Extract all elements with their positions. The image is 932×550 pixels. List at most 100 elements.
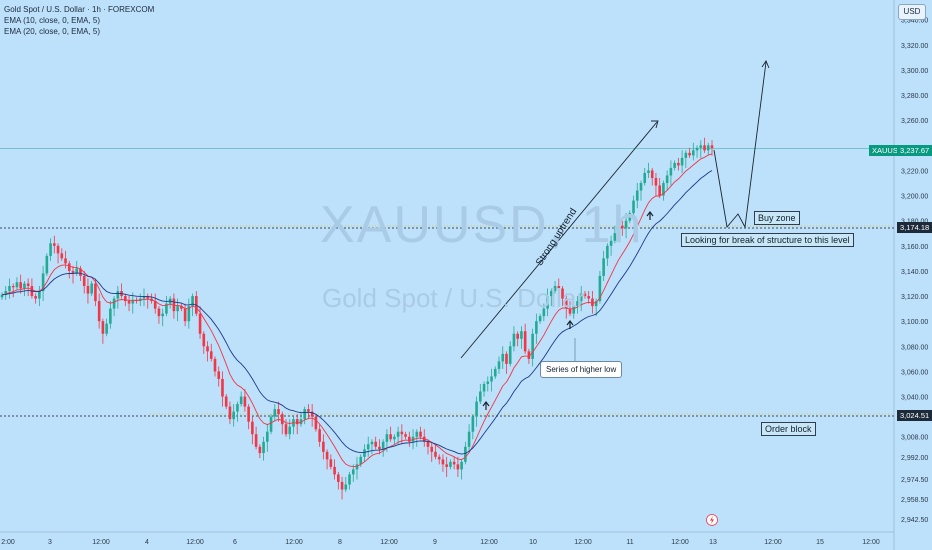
candle: [617, 223, 620, 239]
candle: [613, 225, 617, 244]
candle-body: [490, 376, 493, 382]
candle-body: [26, 283, 30, 287]
candle: [606, 243, 609, 266]
candle-body: [576, 301, 579, 307]
candle-body: [404, 434, 407, 437]
price-tick-label: 2,958.50: [901, 497, 928, 504]
candle-body: [621, 225, 624, 229]
candle-body: [535, 321, 538, 334]
candle-body: [112, 298, 116, 309]
candle: [60, 248, 64, 261]
candle: [333, 459, 336, 480]
candle: [340, 476, 344, 500]
candle-body: [71, 270, 75, 274]
candle: [202, 331, 206, 354]
candle-body: [183, 308, 187, 322]
candle-body: [370, 441, 374, 445]
ema-20-legend[interactable]: EMA (20, close, 0, EMA, 5): [4, 27, 101, 36]
candle: [239, 391, 243, 407]
candle: [109, 301, 112, 329]
candle-body: [557, 286, 561, 289]
currency-button[interactable]: USD: [898, 4, 926, 20]
candle: [314, 414, 318, 432]
lightning-icon[interactable]: [706, 514, 718, 526]
candle-body: [355, 464, 359, 470]
candle: [337, 471, 340, 490]
candle-body: [232, 411, 235, 420]
time-tick-label: 12:00: [380, 539, 398, 546]
candle-body: [703, 145, 706, 151]
candle: [224, 394, 228, 410]
candle: [101, 318, 105, 344]
candle-body: [236, 404, 239, 412]
candle: [228, 401, 232, 425]
candle: [482, 381, 486, 397]
candle: [153, 293, 157, 314]
candle: [572, 303, 576, 319]
price-tick-label: 3,320.00: [901, 43, 928, 50]
candle-body: [471, 416, 475, 432]
symbol-title[interactable]: Gold Spot / U.S. Dollar · 1h · FOREXCOM: [4, 5, 155, 14]
candle-body: [363, 449, 366, 457]
candle-body: [262, 441, 265, 454]
candle-body: [217, 371, 221, 379]
candle-body: [258, 446, 262, 454]
candle: [516, 331, 519, 347]
candle-body: [486, 381, 490, 384]
candle-body: [11, 286, 15, 288]
candle-body: [673, 162, 676, 168]
candle: [187, 298, 191, 329]
candle: [389, 426, 392, 442]
candle-body: [639, 183, 643, 191]
candle: [355, 456, 359, 480]
candle-body: [127, 301, 131, 304]
price-tick-label: 3,340.00: [901, 18, 928, 25]
candle-body: [221, 378, 224, 397]
candle-body: [161, 313, 164, 317]
candle: [318, 424, 321, 447]
candle: [695, 145, 699, 158]
candle-body: [624, 220, 628, 229]
candle-body: [344, 484, 348, 490]
candle-body: [449, 461, 452, 467]
candle-body: [606, 245, 609, 259]
candle: [105, 318, 108, 337]
candle-body: [198, 313, 202, 334]
candle-body: [314, 416, 318, 430]
candle: [561, 286, 564, 307]
candle: [594, 298, 598, 317]
ema-10-legend[interactable]: EMA (10, close, 0, EMA, 5): [4, 16, 101, 25]
candle: [493, 366, 497, 379]
candle: [520, 326, 523, 349]
candle-body: [4, 291, 8, 295]
candle-body: [124, 296, 127, 302]
candle: [374, 436, 377, 450]
candle: [157, 306, 161, 324]
candle: [180, 303, 183, 312]
candle: [445, 456, 448, 477]
candle: [467, 424, 471, 452]
candle-body: [295, 419, 299, 425]
candle-body: [609, 240, 613, 246]
candle: [266, 424, 269, 452]
candle: [501, 346, 505, 369]
candle-body: [82, 275, 86, 287]
candle: [351, 464, 355, 482]
candle: [269, 414, 273, 435]
candle-body: [269, 416, 273, 432]
candle-body: [464, 446, 467, 462]
candle: [172, 293, 176, 319]
candle-body: [493, 368, 497, 377]
candle-body: [583, 293, 587, 297]
candle-body: [366, 444, 370, 450]
time-tick-label: 4: [145, 539, 149, 546]
candle: [508, 341, 512, 367]
candle: [673, 160, 676, 171]
candle-body: [243, 396, 247, 407]
candle-body: [643, 172, 647, 184]
time-tick-label: 6: [233, 539, 237, 546]
candle-body: [374, 441, 377, 447]
candle-body: [299, 419, 303, 425]
candle: [703, 137, 706, 153]
